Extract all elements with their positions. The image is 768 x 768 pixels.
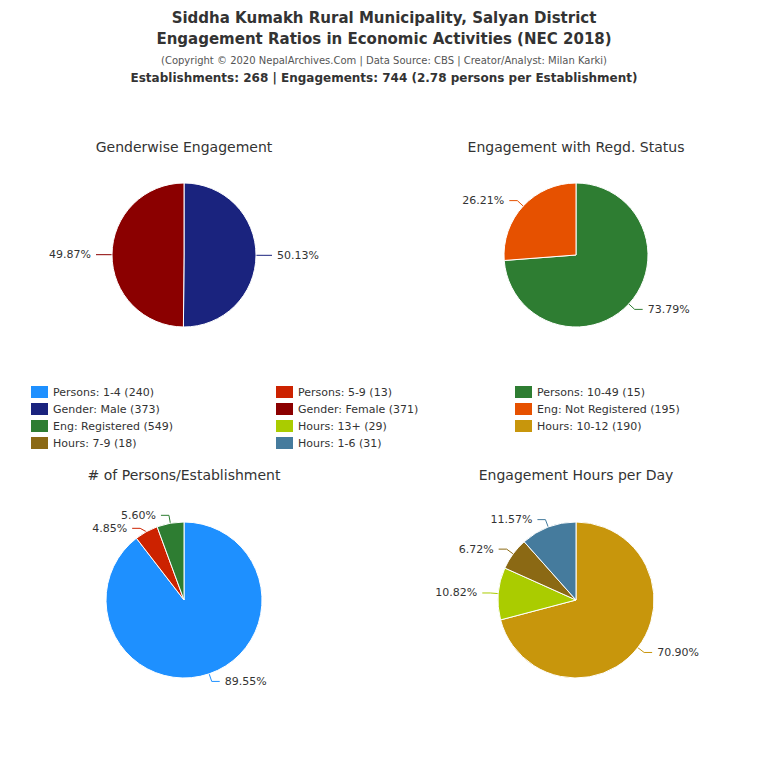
svg-text:50.13%: 50.13%	[277, 249, 319, 262]
svg-text:Establishments: 268 | Engageme: Establishments: 268 | Engagements: 744 (…	[131, 71, 638, 85]
svg-text:Hours: 1-6 (31): Hours: 1-6 (31)	[298, 437, 381, 450]
svg-text:73.79%: 73.79%	[648, 303, 690, 316]
svg-text:89.55%: 89.55%	[225, 675, 267, 688]
svg-text:Persons: 10-49 (15): Persons: 10-49 (15)	[537, 386, 645, 399]
svg-text:Eng: Registered (549): Eng: Registered (549)	[53, 420, 173, 433]
svg-text:Hours: 7-9 (18): Hours: 7-9 (18)	[53, 437, 136, 450]
svg-text:Hours: 13+ (29): Hours: 13+ (29)	[298, 420, 387, 433]
svg-text:Engagement with Regd. Status: Engagement with Regd. Status	[468, 139, 685, 155]
svg-text:Eng: Not Registered (195): Eng: Not Registered (195)	[537, 403, 680, 416]
svg-text:Engagement Ratios in Economic: Engagement Ratios in Economic Activities…	[156, 30, 611, 48]
svg-text:Engagement Hours per Day: Engagement Hours per Day	[479, 467, 674, 483]
svg-text:Persons: 1-4 (240): Persons: 1-4 (240)	[53, 386, 154, 399]
svg-text:10.82%: 10.82%	[435, 586, 477, 599]
svg-text:11.57%: 11.57%	[490, 513, 532, 526]
svg-text:Siddha Kumakh Rural Municipali: Siddha Kumakh Rural Municipality, Salyan…	[172, 9, 597, 27]
svg-text:Genderwise Engagement: Genderwise Engagement	[96, 139, 273, 155]
svg-text:4.85%: 4.85%	[92, 522, 127, 535]
svg-text:Gender: Female (371): Gender: Female (371)	[298, 403, 418, 416]
svg-text:Persons: 5-9 (13): Persons: 5-9 (13)	[298, 386, 392, 399]
svg-text:Hours: 10-12 (190): Hours: 10-12 (190)	[537, 420, 641, 433]
svg-text:49.87%: 49.87%	[49, 248, 91, 261]
svg-text:5.60%: 5.60%	[121, 509, 156, 522]
svg-text:(Copyright © 2020 NepalArchive: (Copyright © 2020 NepalArchives.Com | Da…	[161, 55, 607, 67]
svg-text:6.72%: 6.72%	[459, 543, 494, 556]
svg-text:26.21%: 26.21%	[462, 194, 504, 207]
svg-text:70.90%: 70.90%	[657, 646, 699, 659]
svg-text:Gender: Male (373): Gender: Male (373)	[53, 403, 160, 416]
svg-text:# of Persons/Establishment: # of Persons/Establishment	[88, 467, 281, 483]
